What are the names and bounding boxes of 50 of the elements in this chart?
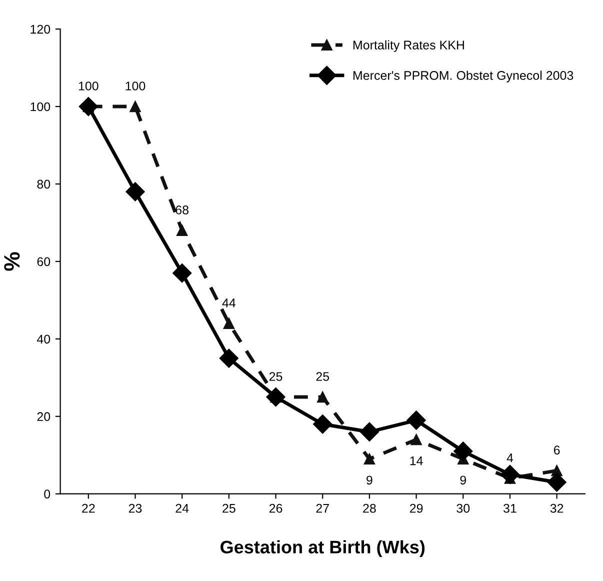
x-tick-label: 26: [269, 504, 282, 513]
point: [172, 264, 192, 283]
y-tick-label: 100: [30, 102, 50, 112]
point: [317, 391, 328, 403]
x-tick-label: 32: [550, 504, 564, 513]
y-tick-label: 0: [44, 490, 50, 498]
point: [266, 387, 286, 407]
point: [406, 410, 426, 430]
data-label: 68: [176, 206, 188, 214]
point: [547, 472, 566, 492]
data-label: 6: [554, 446, 560, 455]
data-label: 25: [269, 372, 282, 381]
point: [500, 464, 520, 484]
point: [313, 414, 332, 434]
data-label: 14: [410, 456, 423, 466]
y-axis-title: %: [4, 252, 20, 271]
data-label: 44: [222, 298, 236, 308]
x-tick-label: 25: [222, 504, 236, 513]
x-tick-label: 23: [128, 504, 142, 513]
data-label: 100: [126, 82, 146, 90]
x-tick-label: 31: [503, 504, 516, 513]
data-label: 25: [316, 372, 330, 381]
x-tick-label: 30: [456, 504, 470, 513]
point: [219, 348, 238, 368]
y-tick-label: 120: [30, 24, 50, 34]
data-label: 9: [366, 476, 372, 485]
y-tick-label: 60: [37, 257, 50, 266]
point: [223, 318, 234, 329]
x-tick-label: 27: [316, 504, 329, 513]
data-label: 4: [506, 454, 514, 462]
x-axis-title: Gestation at Birth (Wks): [220, 540, 425, 558]
x-tick-label: 28: [363, 504, 376, 513]
x-tick-label: 22: [82, 504, 95, 513]
data-label: 9: [460, 476, 466, 485]
point: [176, 224, 188, 236]
legend-label: Mortality Rates KKH: [353, 40, 464, 52]
point: [454, 442, 473, 461]
y-tick-label: 80: [37, 180, 50, 189]
point: [360, 422, 379, 442]
point: [410, 434, 422, 446]
y-tick-label: 20: [37, 412, 50, 422]
data-label: 100: [78, 82, 98, 90]
point: [78, 96, 98, 116]
point: [364, 453, 375, 465]
x-tick-label: 29: [410, 504, 423, 513]
legend-label: Mercer's PPROM. Obstet Gynecol 2003: [353, 70, 574, 82]
x-tick-label: 24: [176, 504, 189, 513]
y-tick-label: 40: [36, 334, 50, 344]
point: [130, 100, 141, 112]
point: [126, 182, 145, 202]
